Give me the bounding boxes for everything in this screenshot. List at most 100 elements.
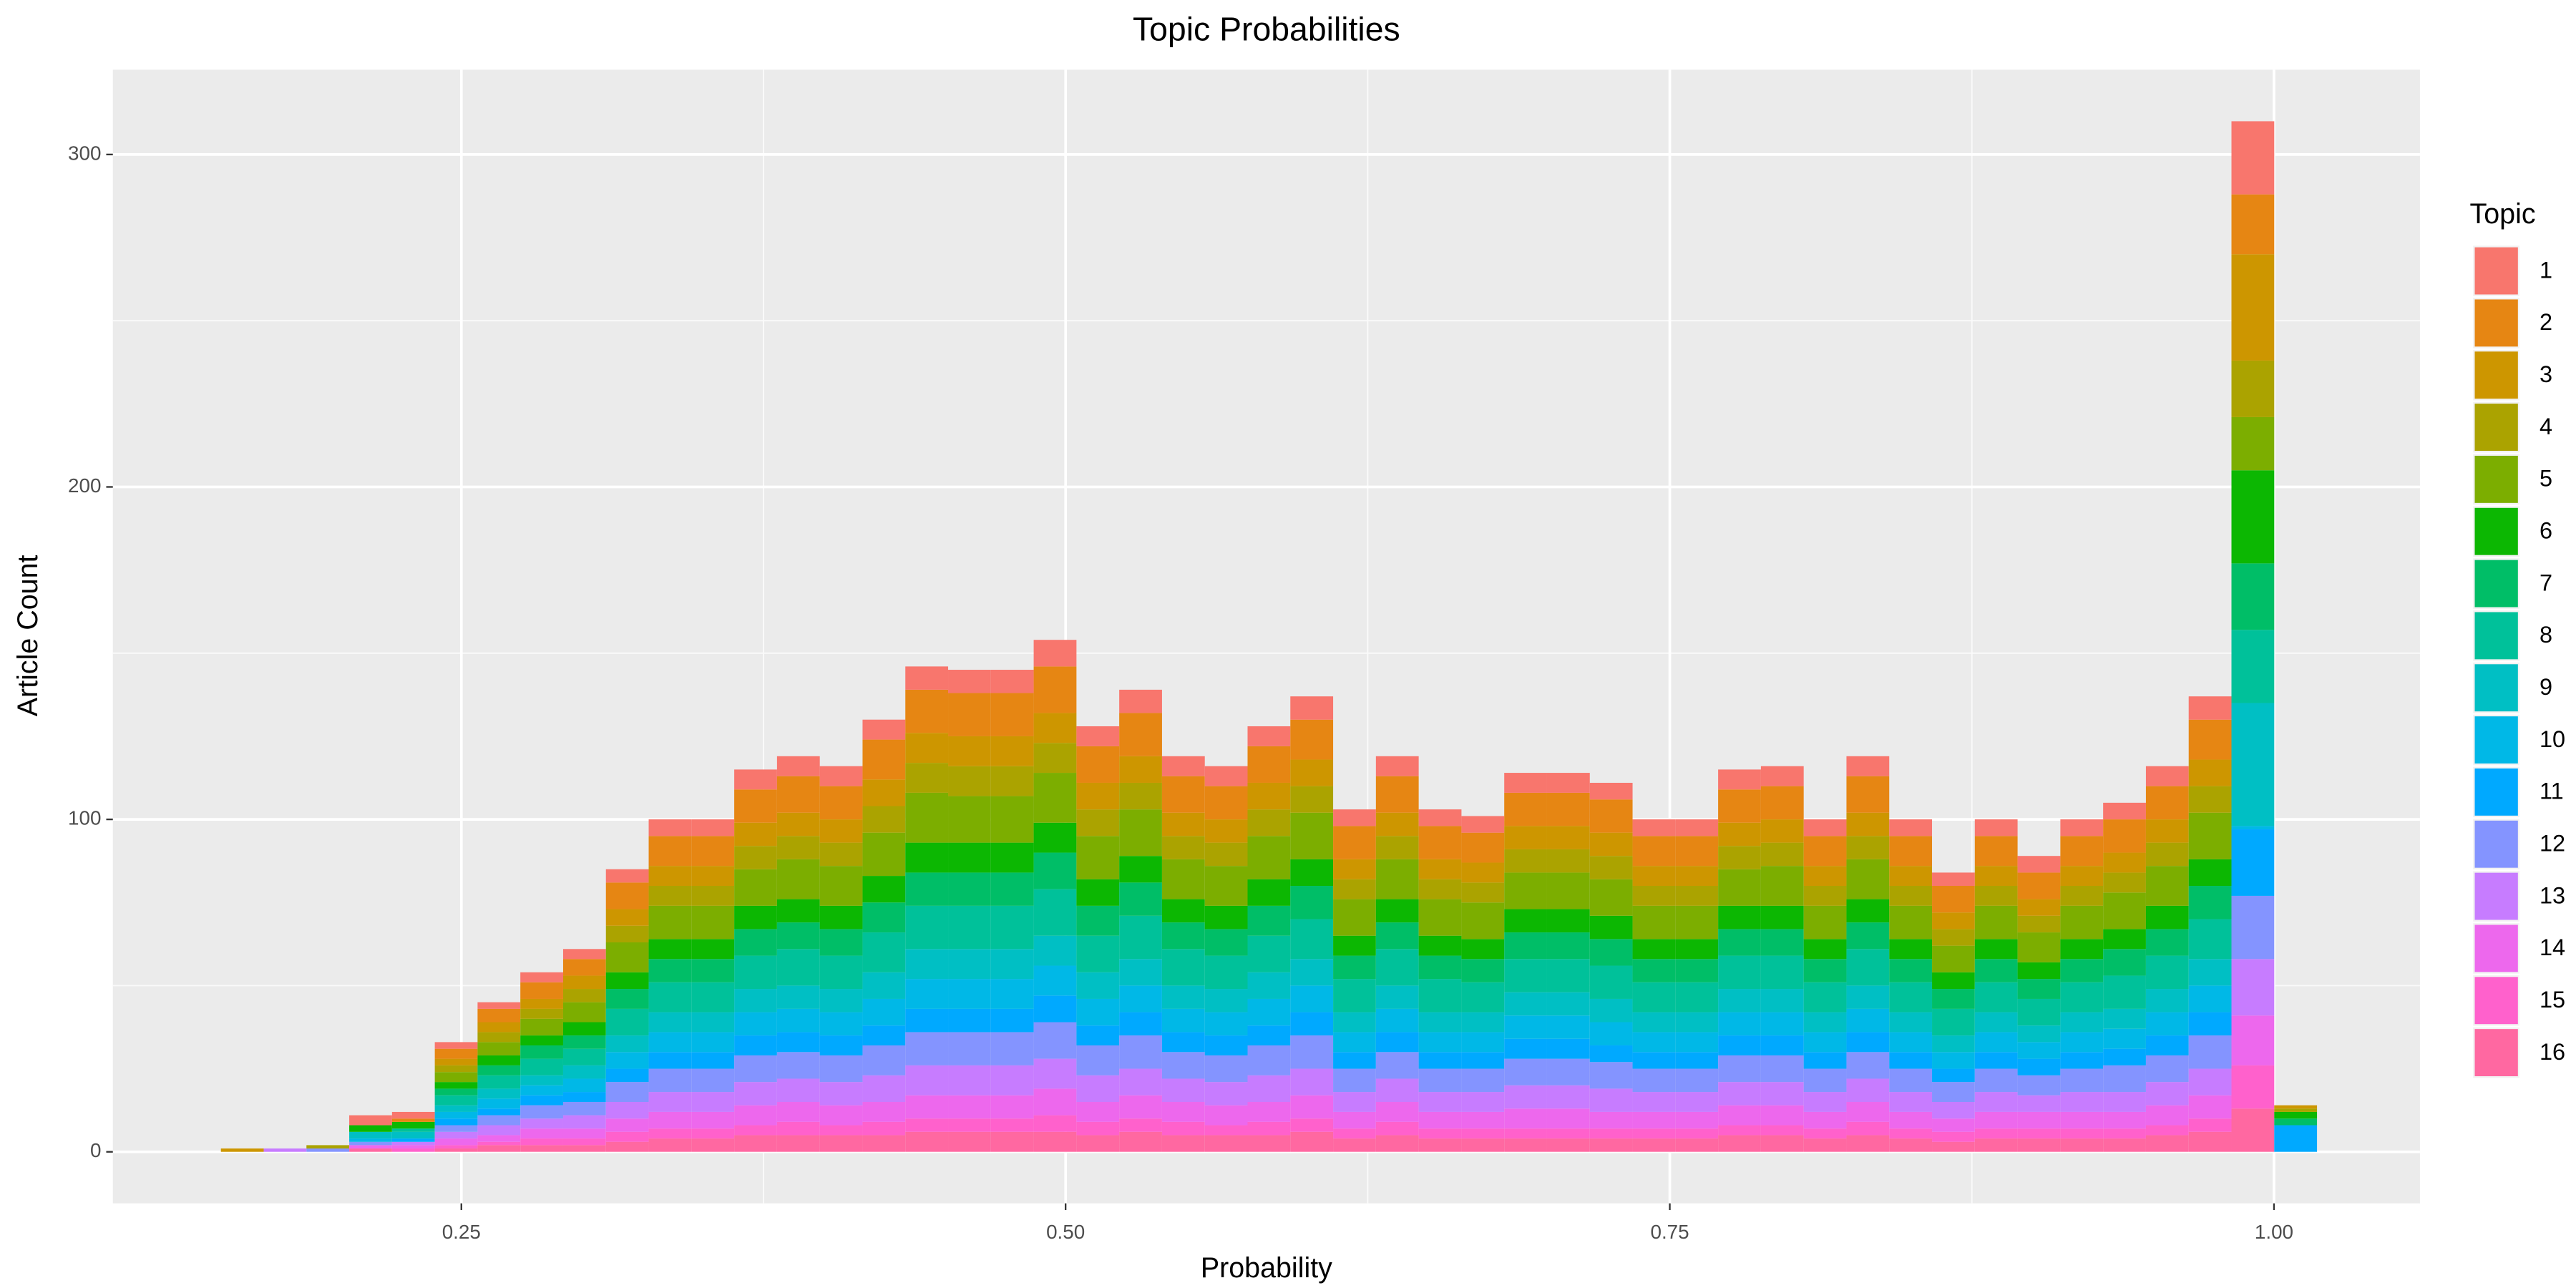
bar-segment <box>2060 1092 2104 1112</box>
bar-segment <box>605 869 649 883</box>
bar-segment <box>1718 989 1761 1013</box>
bar-segment <box>2060 939 2104 960</box>
bar-segment <box>1803 1012 1847 1033</box>
bar-segment <box>990 1118 1034 1132</box>
legend-label: 3 <box>2540 361 2552 387</box>
bar-segment <box>1589 998 1633 1023</box>
bar-segment <box>1718 1012 1761 1036</box>
bar-segment <box>520 1128 563 1139</box>
bar-segment <box>1803 1092 1847 1112</box>
bar-segment <box>1718 1125 1761 1136</box>
bar-segment <box>2231 360 2275 417</box>
bar-segment <box>1461 982 1505 1013</box>
bar-segment <box>1290 886 1334 919</box>
bar-segment <box>1461 816 1505 833</box>
bar-segment <box>1076 809 1120 836</box>
bar-segment <box>1718 955 1761 990</box>
bar-segment <box>2017 915 2061 933</box>
legend-label: 2 <box>2540 309 2552 335</box>
bar-segment <box>990 842 1034 873</box>
bar-segment <box>1675 836 1719 867</box>
bar-segment <box>1803 905 1847 940</box>
bar-segment <box>520 1008 563 1019</box>
bar-segment <box>2060 1032 2104 1053</box>
bar-segment <box>1504 959 1547 992</box>
bar-segment <box>862 1101 906 1122</box>
bar-segment <box>1504 909 1547 933</box>
bar-segment <box>1889 939 1933 960</box>
bar-segment <box>1161 1135 1205 1152</box>
bar-segment <box>1161 1078 1205 1102</box>
bar-segment <box>434 1145 478 1149</box>
bar-segment <box>1290 1068 1334 1096</box>
bar-segment <box>520 1085 563 1096</box>
bar-segment <box>1418 879 1462 899</box>
bar-segment <box>1418 979 1462 1013</box>
bar-segment <box>562 1035 606 1049</box>
bar-segment <box>2231 826 2275 830</box>
bar-segment <box>1546 1058 1590 1085</box>
bar-segment <box>1889 1128 1933 1139</box>
bar-segment <box>1375 985 1419 1009</box>
bar-segment <box>1076 782 1120 810</box>
bar-segment <box>691 819 735 836</box>
bar-segment <box>434 1082 478 1089</box>
bar-segment <box>1375 1121 1419 1136</box>
bar-segment <box>1333 1032 1376 1053</box>
bar-segment <box>1076 1075 1120 1102</box>
bar-segment <box>1846 836 1890 859</box>
bar-segment <box>1974 1052 2018 1069</box>
bar-segment <box>434 1148 478 1152</box>
bar-segment <box>349 1145 392 1149</box>
bar-segment <box>1375 776 1419 813</box>
bar-segment <box>648 1111 692 1129</box>
bar-segment <box>562 1128 606 1139</box>
bar-segment <box>648 819 692 836</box>
bar-segment <box>819 819 863 843</box>
bar-segment <box>862 1075 906 1102</box>
bar-segment <box>1546 932 1590 960</box>
bar-segment <box>1675 1111 1719 1129</box>
bar-segment <box>2060 1138 2104 1152</box>
bar-segment <box>1461 1052 1505 1069</box>
bar-segment <box>1119 1012 1162 1036</box>
bar-segment <box>2017 1138 2061 1152</box>
bar-segment <box>2188 759 2232 786</box>
bar-segment <box>1675 886 1719 906</box>
bar-segment <box>1846 776 1890 813</box>
bar-segment <box>776 1032 820 1053</box>
bar-segment <box>734 1082 777 1106</box>
bar-segment <box>948 796 991 843</box>
x-axis-title: Probability <box>1201 1252 1332 1284</box>
bar-segment <box>1932 1131 1975 1142</box>
bar-segment <box>562 1065 606 1079</box>
bar-segment <box>1418 935 1462 956</box>
bar-segment <box>1247 1045 1291 1075</box>
bar-segment <box>1033 1058 1077 1089</box>
bar-segment <box>1333 859 1376 879</box>
bar-segment <box>1290 985 1334 1013</box>
bar-segment <box>1076 998 1120 1026</box>
bar-segment <box>434 1131 478 1139</box>
bar-segment <box>905 1118 949 1132</box>
bar-segment <box>1033 1088 1077 1116</box>
bar-segment <box>1247 726 1291 746</box>
bar-segment <box>1290 812 1334 859</box>
bar-segment <box>2017 1058 2061 1075</box>
legend-swatch <box>2474 716 2518 764</box>
bar-segment <box>948 872 991 906</box>
bar-segment <box>562 959 606 976</box>
bar-segment <box>1675 1052 1719 1069</box>
bar-segment <box>1119 1095 1162 1119</box>
legend-swatch <box>2474 507 2518 555</box>
bar-segment <box>1546 872 1590 909</box>
bar-segment <box>1974 819 2018 836</box>
bar-segment <box>2145 866 2189 906</box>
x-tick-label: 0.25 <box>442 1221 481 1243</box>
bar-segment <box>1718 1082 1761 1106</box>
bar-segment <box>1932 1035 1975 1053</box>
legend-swatch <box>2474 299 2518 347</box>
bar-segment <box>1589 1138 1633 1152</box>
bar-segment <box>520 1118 563 1129</box>
bar-segment <box>1418 955 1462 980</box>
